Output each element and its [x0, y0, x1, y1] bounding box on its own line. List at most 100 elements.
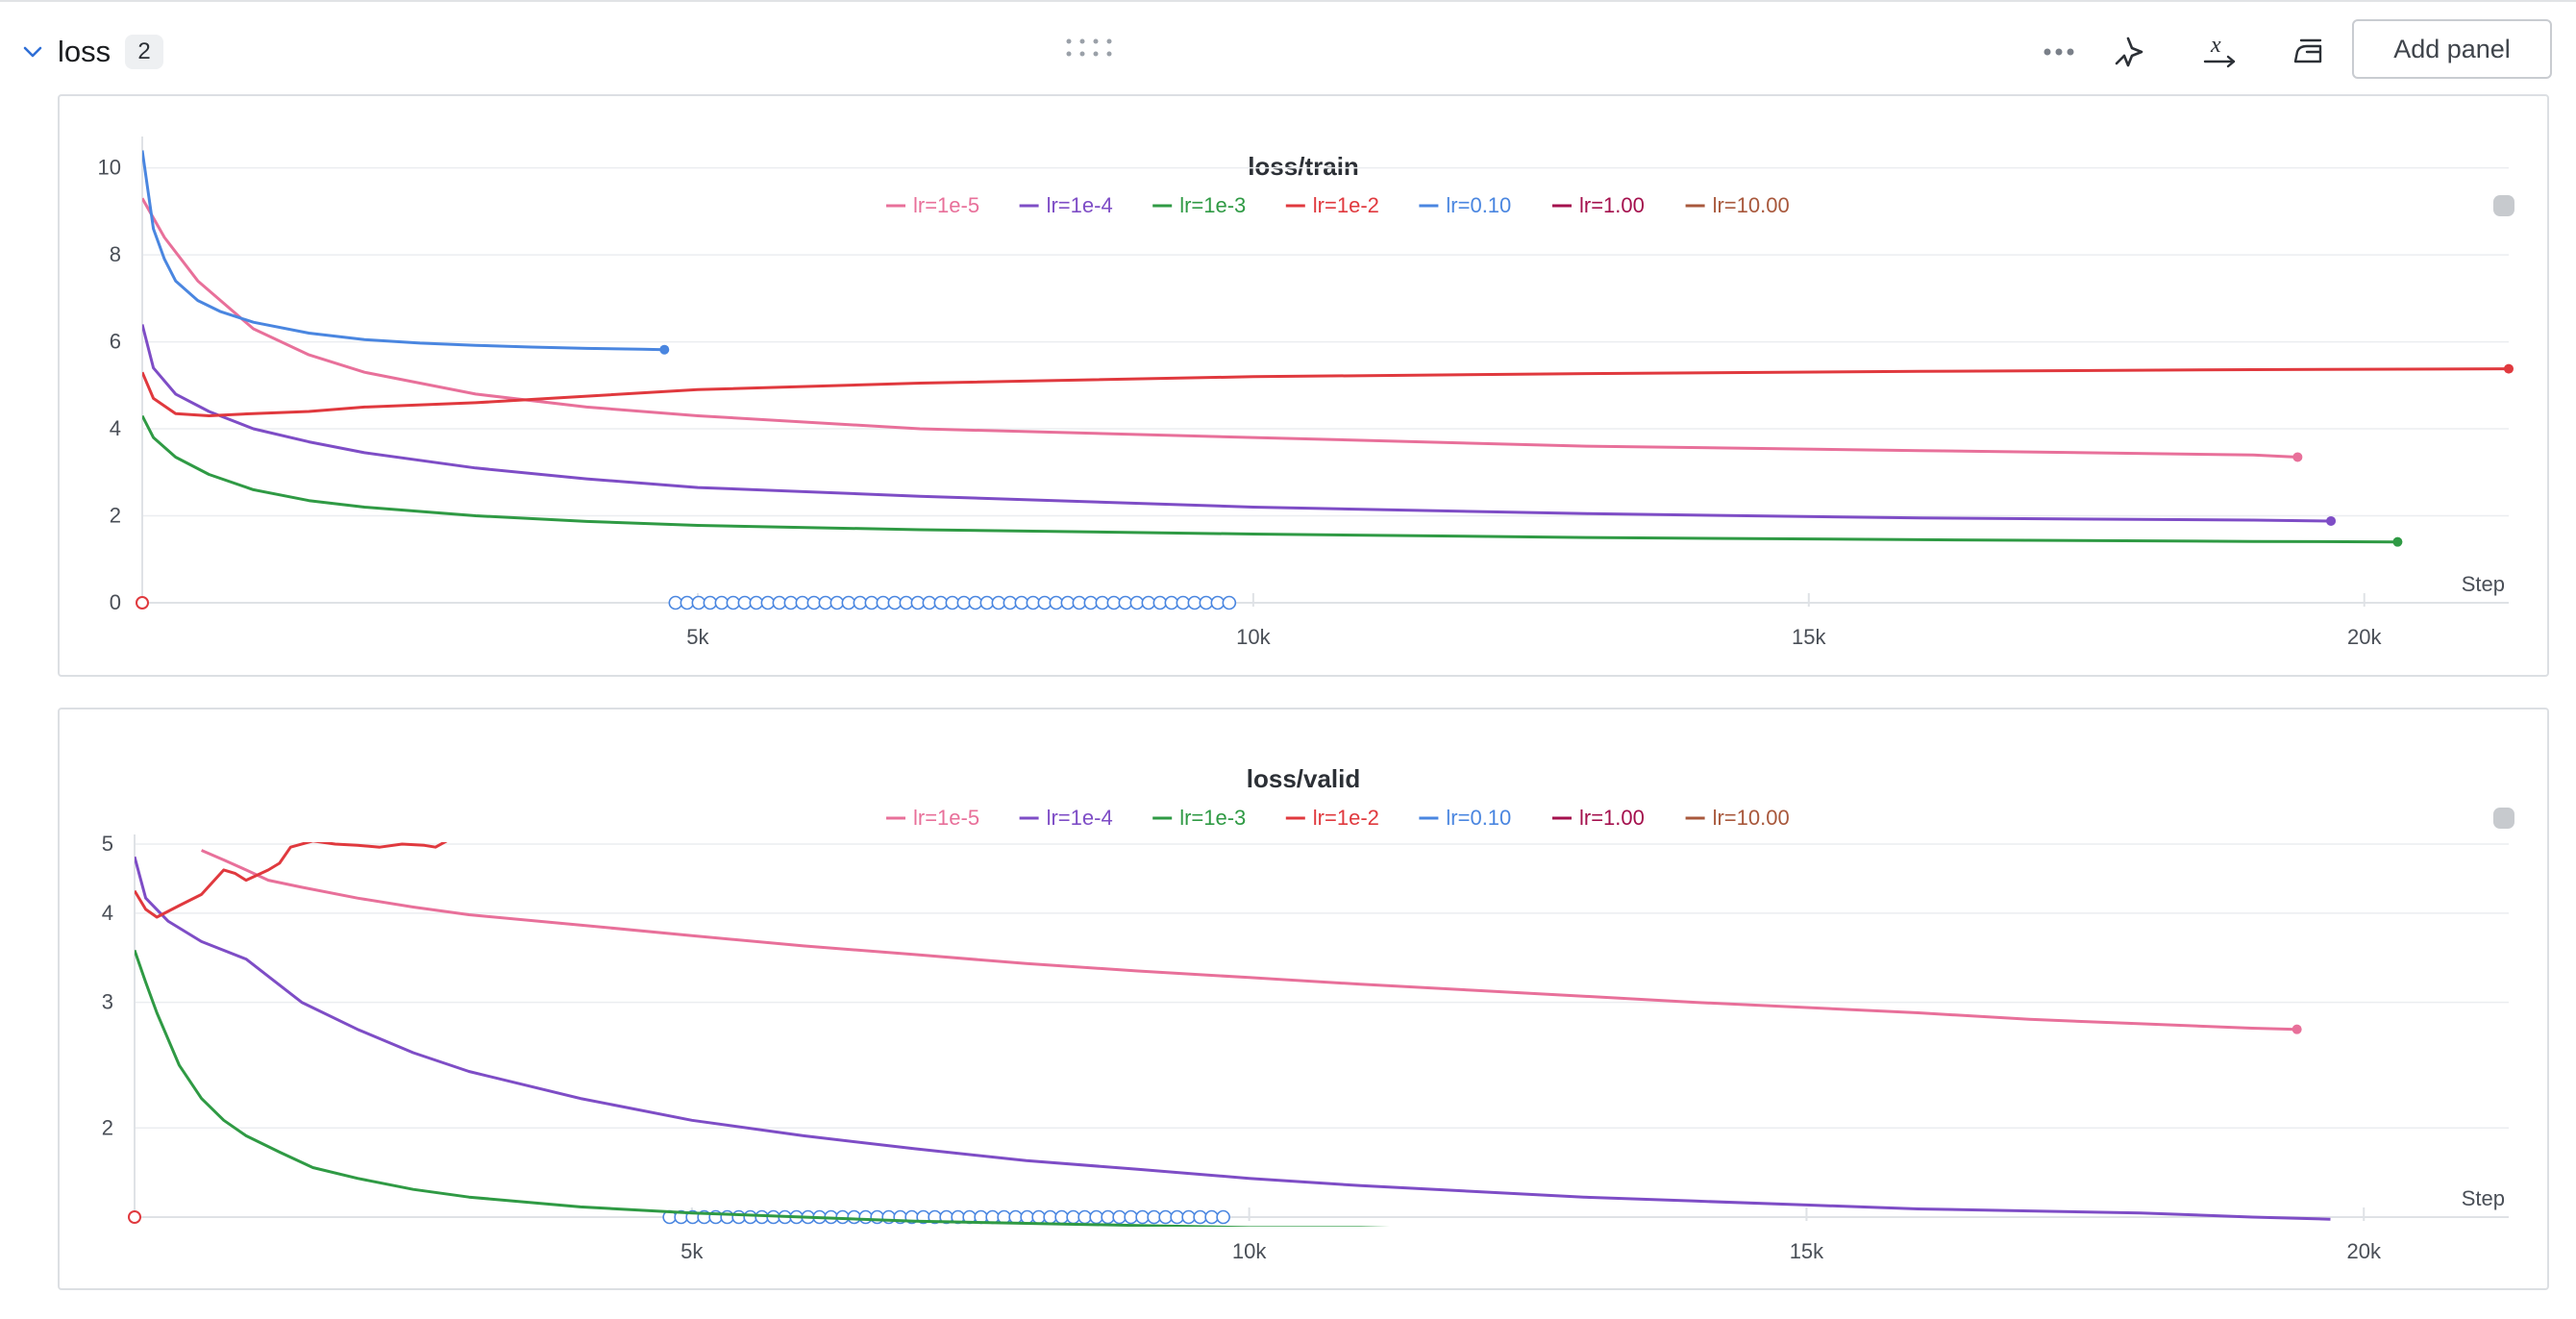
selection-marker: [1193, 1209, 1207, 1225]
x-axis-icon[interactable]: x: [2199, 31, 2242, 73]
legend-entry-lr-0-10[interactable]: lr=0.10: [1446, 193, 1511, 217]
selection-marker: [870, 1209, 884, 1225]
selection-marker: [714, 595, 730, 610]
panel-count-badge: 2: [125, 35, 163, 69]
series-line-lr-1e-3[interactable]: [142, 414, 2398, 544]
selection-marker: [726, 595, 741, 610]
selection-marker: [680, 595, 695, 610]
legend-entry-lr-1e-2[interactable]: lr=1e-2: [1313, 806, 1379, 830]
selection-marker: [1054, 1209, 1069, 1225]
legend-entry-lr-1e-5[interactable]: lr=1e-5: [913, 806, 979, 830]
selection-marker: [806, 595, 822, 610]
selection-marker: [743, 1209, 757, 1225]
selection-marker: [1060, 595, 1076, 610]
chevron-down-icon[interactable]: [21, 40, 44, 63]
more-options-icon[interactable]: [2038, 31, 2080, 73]
selection-marker: [847, 1209, 861, 1225]
legend-entry-lr-1-00[interactable]: lr=1.00: [1579, 806, 1645, 830]
selection-marker: [1037, 595, 1053, 610]
y-tick-label: 2: [110, 504, 121, 528]
series-line-lr-1e-4[interactable]: [142, 324, 2332, 523]
selection-marker: [1176, 595, 1191, 610]
x-tick-label: 15k: [1792, 625, 1826, 649]
legend-entry-lr-1-00[interactable]: lr=1.00: [1579, 193, 1645, 217]
legend-scroll-handle[interactable]: [2493, 808, 2514, 829]
selection-marker: [1014, 595, 1029, 610]
selection-marker: [1066, 1209, 1080, 1225]
magic-wand-icon[interactable]: [2109, 31, 2151, 73]
chart-title: loss/train: [1248, 152, 1359, 181]
clean-iron-icon[interactable]: [2288, 31, 2330, 73]
drag-handle-icon[interactable]: [1065, 37, 1115, 60]
legend-entry-lr-1e-4[interactable]: lr=1e-4: [1047, 806, 1113, 830]
series-line-lr-1e-2[interactable]: [135, 841, 448, 919]
series-line-lr-1e-4[interactable]: [135, 856, 2331, 1221]
legend-entry-lr-10-00[interactable]: lr=10.00: [1713, 806, 1790, 830]
series-endpoint-lr-1e-5: [2292, 452, 2303, 462]
selection-marker: [737, 595, 753, 610]
series-endpoint-lr-0-10: [659, 344, 670, 355]
selection-marker: [1106, 595, 1122, 610]
series-line-lr-1e-3[interactable]: [135, 949, 2397, 1233]
series-line-lr-1e-2[interactable]: [142, 367, 2509, 417]
selection-marker: [1083, 595, 1099, 610]
selection-marker: [749, 595, 764, 610]
legend-scroll-handle[interactable]: [2493, 195, 2514, 216]
selection-marker: [1158, 1209, 1173, 1225]
svg-text:x: x: [2210, 33, 2221, 58]
y-tick-label: 0: [110, 590, 121, 614]
selection-marker: [1152, 595, 1168, 610]
selection-marker: [841, 595, 856, 610]
series-line-lr-0-10[interactable]: [142, 150, 665, 352]
selection-marker: [830, 595, 845, 610]
selection-marker: [691, 595, 706, 610]
x-axis-label: Step: [2462, 1186, 2505, 1210]
selection-marker: [945, 595, 960, 610]
x-tick-label: 10k: [1232, 1239, 1267, 1263]
y-tick-label: 6: [110, 330, 121, 354]
selection-marker: [864, 595, 879, 610]
legend-entry-lr-10-00[interactable]: lr=10.00: [1713, 193, 1790, 217]
x-range-selection-band[interactable]: [668, 595, 1237, 610]
x-tick-label: 20k: [2347, 1239, 2382, 1263]
add-panel-button[interactable]: Add panel: [2352, 19, 2552, 79]
selection-marker: [1031, 1209, 1046, 1225]
legend-entry-lr-1e-2[interactable]: lr=1e-2: [1313, 193, 1379, 217]
chart-panel-loss-train[interactable]: loss/train lr=1e-5 lr=1e-4 lr=1e-3 lr=1e-2 lr…: [58, 94, 2549, 677]
selection-marker: [1204, 1209, 1219, 1225]
selection-marker: [899, 595, 914, 610]
selection-marker: [876, 595, 891, 610]
selection-marker: [703, 595, 718, 610]
legend-entry-lr-1e-5[interactable]: lr=1e-5: [913, 193, 979, 217]
selection-marker: [853, 595, 868, 610]
x-tick-label: 10k: [1236, 625, 1271, 649]
series-line-lr-1e-5[interactable]: [201, 849, 2297, 1032]
selection-marker: [1072, 595, 1087, 610]
selection-marker: [1008, 1209, 1023, 1225]
selection-marker: [1077, 1209, 1092, 1225]
chart-panel-loss-valid[interactable]: loss/valid lr=1e-5 lr=1e-4 lr=1e-3 lr=1e-2 lr…: [58, 708, 2549, 1290]
selection-marker: [818, 595, 833, 610]
selection-marker: [1118, 595, 1133, 610]
selection-marker: [922, 595, 937, 610]
selection-marker: [1147, 1209, 1161, 1225]
selection-marker: [1101, 1209, 1115, 1225]
selection-marker: [887, 595, 903, 610]
legend-entry-lr-1e-3[interactable]: lr=1e-3: [1179, 806, 1246, 830]
y-tick-label: 8: [110, 242, 121, 266]
selection-marker: [760, 595, 776, 610]
legend-entry-lr-1e-4[interactable]: lr=1e-4: [1047, 193, 1113, 217]
origin-marker: [136, 596, 149, 610]
x-range-selection-band[interactable]: [662, 1209, 1230, 1225]
selection-marker: [772, 595, 787, 610]
section-title[interactable]: loss: [58, 35, 111, 68]
legend-entry-lr-0-10[interactable]: lr=0.10: [1446, 806, 1511, 830]
selection-marker: [1003, 595, 1018, 610]
selection-marker: [1043, 1209, 1057, 1225]
series-line-lr-1e-5[interactable]: [142, 197, 2298, 459]
legend-entry-lr-1e-3[interactable]: lr=1e-3: [1179, 193, 1246, 217]
series-endpoint-lr-1e-5: [2291, 1024, 2302, 1034]
chart-svg-loss-train: loss/train lr=1e-5 lr=1e-4 lr=1e-3 lr=1e-2 lr…: [98, 137, 2514, 649]
selection-marker: [1020, 1209, 1034, 1225]
selection-marker: [1216, 1209, 1230, 1225]
